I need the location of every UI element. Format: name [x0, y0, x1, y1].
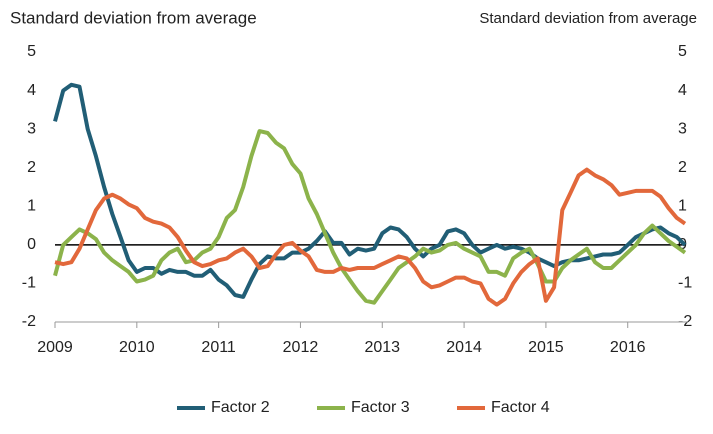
x-tick-label: 2014 [446, 339, 482, 356]
legend-label: Factor 2 [211, 399, 270, 416]
x-tick-label: 2015 [528, 339, 564, 356]
x-tick-label: 2011 [201, 339, 236, 356]
y2-tick-label: 5 [678, 43, 687, 60]
y-tick-label: 3 [27, 120, 36, 137]
y-tick-label: 4 [27, 82, 36, 99]
y-tick-label: 5 [27, 43, 36, 60]
y-tick-label: 1 [27, 198, 36, 215]
series-line [53, 82, 687, 299]
y2-tick-label: -1 [678, 275, 692, 292]
y-tick-label: -1 [22, 275, 36, 292]
y-tick-label: -2 [22, 313, 36, 330]
legend-label: Factor 4 [491, 399, 550, 416]
y-axis-title: Standard deviation from average [10, 8, 257, 27]
y2-tick-label: 1 [678, 198, 687, 215]
x-tick-label: 2013 [364, 339, 400, 356]
x-tick-label: 2016 [610, 339, 646, 356]
y2-tick-label: 2 [678, 159, 687, 176]
series-line [54, 167, 687, 307]
x-tick-label: 2012 [283, 339, 319, 356]
y-tick-label: 0 [27, 236, 36, 253]
y2-tick-label: 3 [678, 120, 687, 137]
x-tick-label: 2009 [37, 339, 73, 356]
y-tick-label: 2 [27, 159, 36, 176]
series-line [53, 129, 687, 305]
x-tick-label: 2010 [119, 339, 155, 356]
y2-tick-label: 4 [678, 82, 687, 99]
y2-axis-title: Standard deviation from average [479, 10, 697, 27]
legend-label: Factor 3 [351, 399, 410, 416]
